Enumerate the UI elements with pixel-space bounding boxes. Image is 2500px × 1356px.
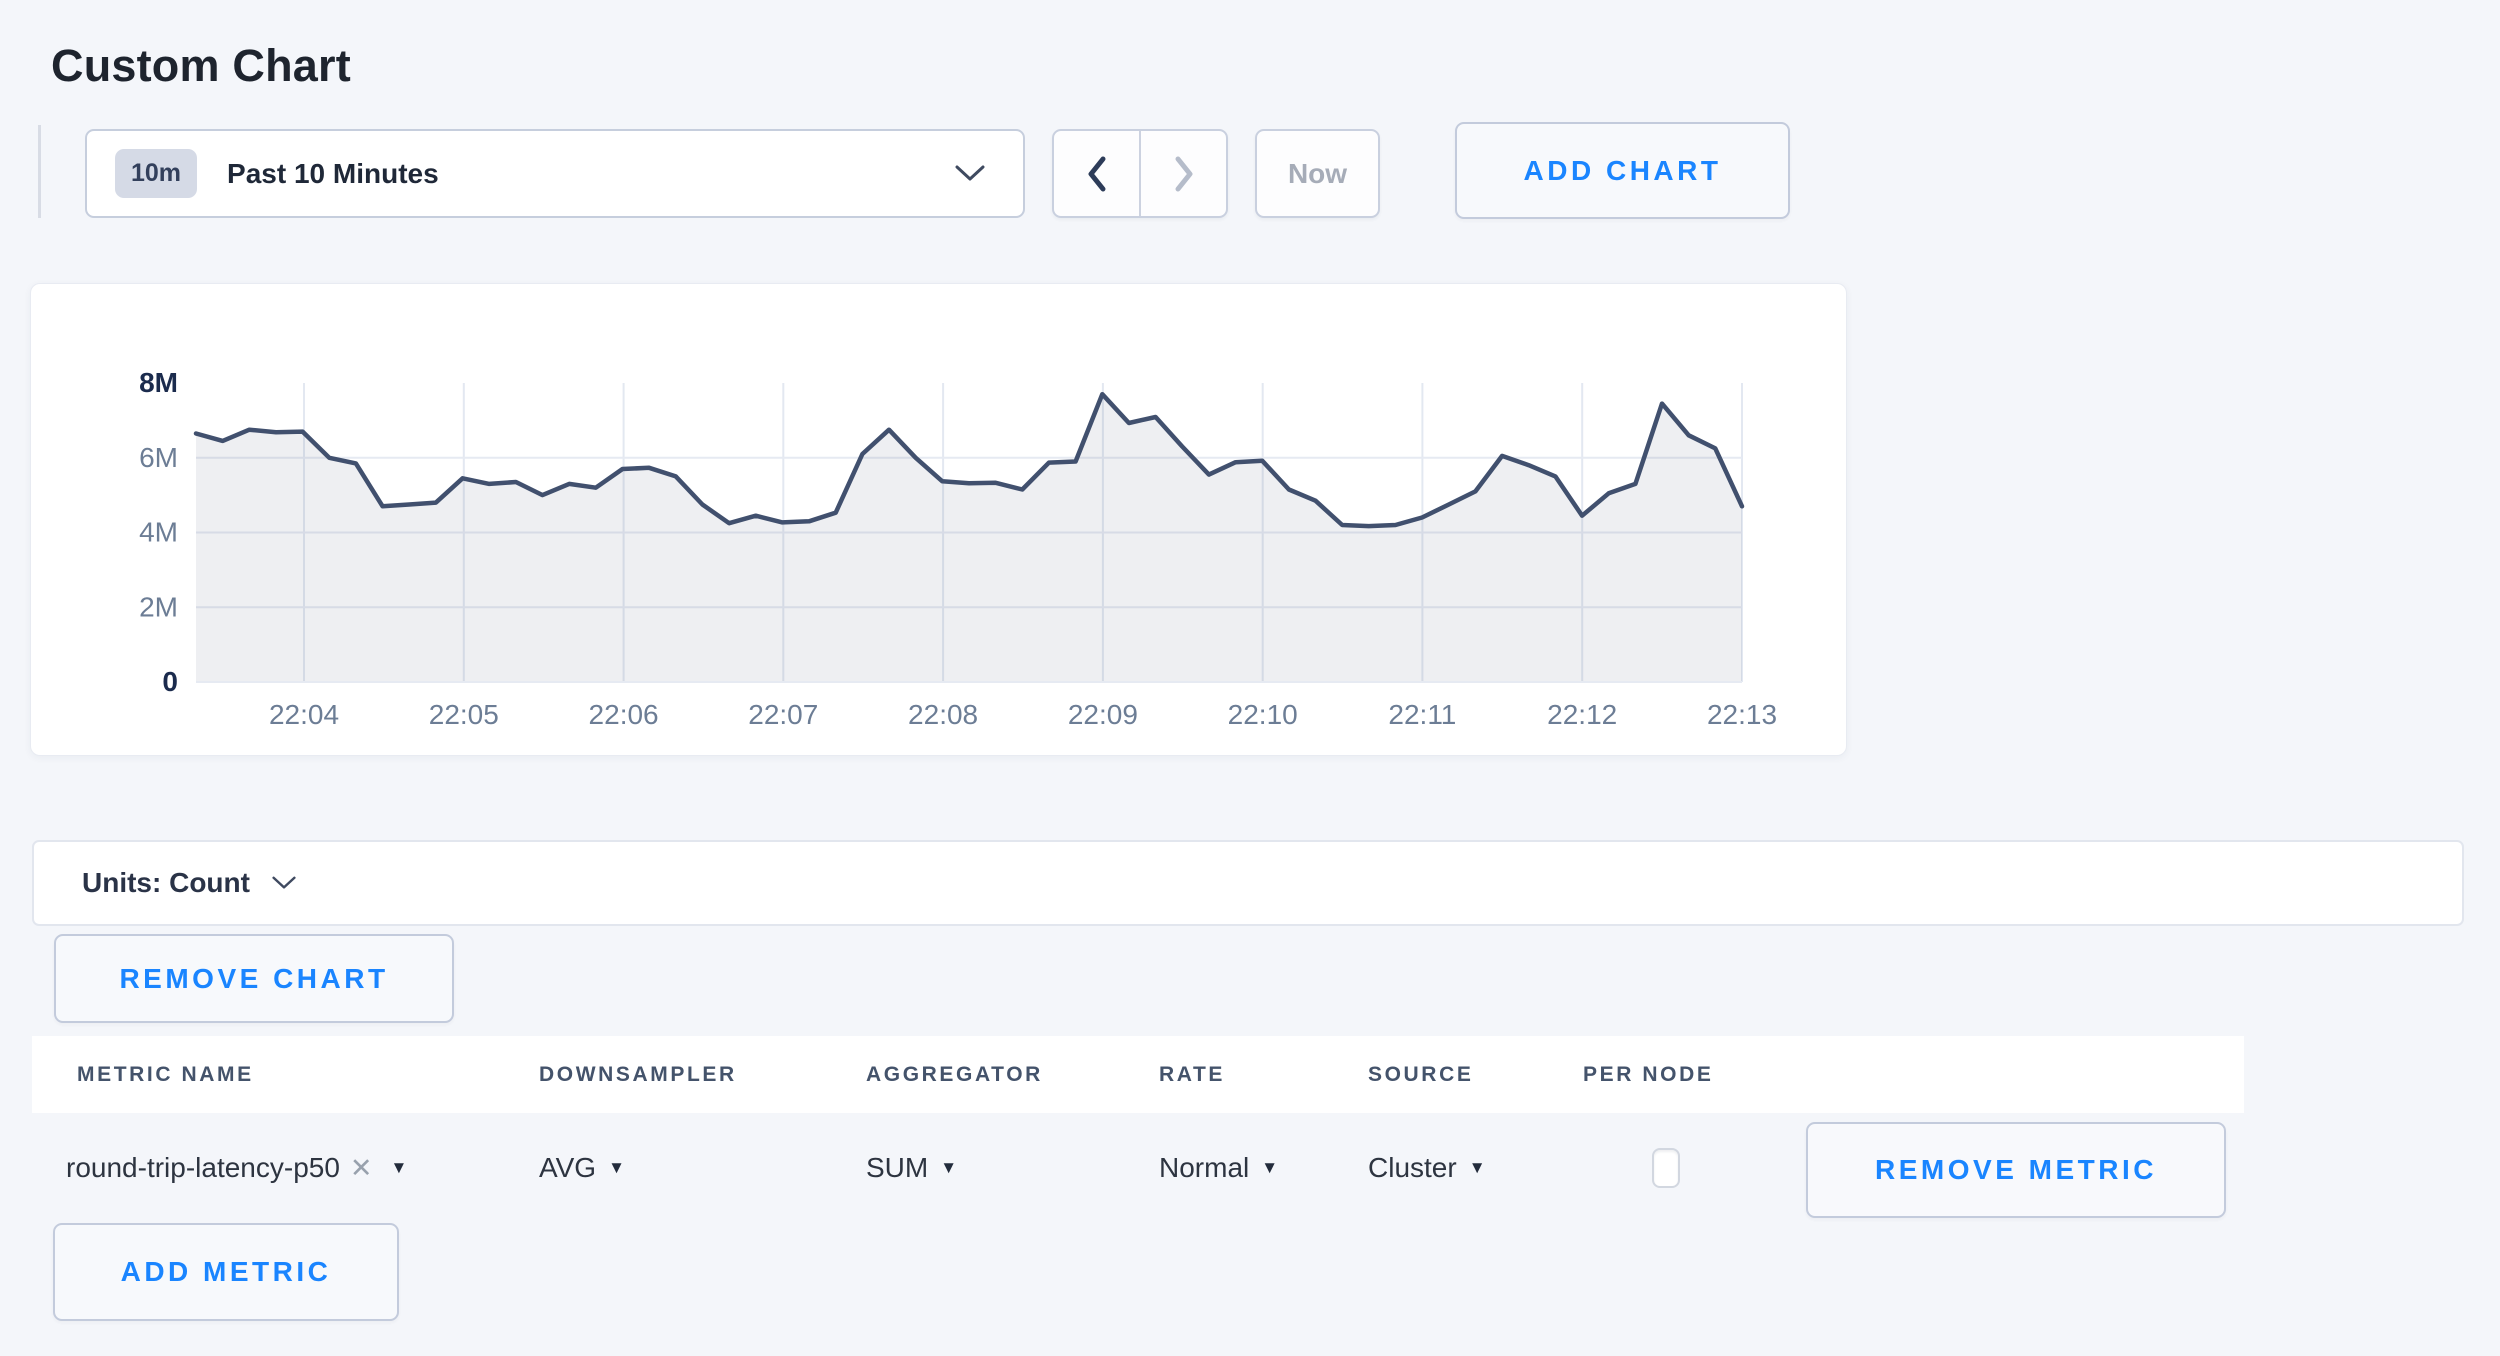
downsampler-value: AVG <box>539 1152 597 1183</box>
col-header-aggregator: AGGREGATOR <box>866 1062 1043 1086</box>
remove-chart-button[interactable]: REMOVE CHART <box>54 934 454 1023</box>
caret-down-icon: ▼ <box>1468 1158 1486 1177</box>
svg-text:22:10: 22:10 <box>1228 699 1298 730</box>
close-icon[interactable]: ✕ <box>349 1152 373 1183</box>
svg-text:0: 0 <box>162 666 178 697</box>
add-metric-button[interactable]: ADD METRIC <box>53 1223 399 1321</box>
time-step-buttons <box>1052 129 1228 218</box>
prev-time-button[interactable] <box>1054 131 1139 216</box>
svg-text:22:08: 22:08 <box>908 699 978 730</box>
col-header-source: SOURCE <box>1368 1062 1474 1086</box>
caret-down-icon: ▼ <box>390 1158 408 1177</box>
metric-name-select[interactable]: round-trip-latency-p50 ✕ ▼ <box>66 1152 407 1184</box>
chevron-down-icon <box>955 165 985 181</box>
svg-text:8M: 8M <box>139 367 178 398</box>
aggregator-select[interactable]: SUM ▼ <box>866 1152 957 1184</box>
source-select[interactable]: Cluster ▼ <box>1368 1152 1486 1184</box>
svg-text:4M: 4M <box>139 517 178 548</box>
units-select[interactable]: Units: Count <box>32 840 2464 926</box>
caret-down-icon: ▼ <box>940 1158 958 1177</box>
units-select-label: Units: Count <box>82 867 250 898</box>
svg-text:22:05: 22:05 <box>429 699 499 730</box>
time-range-badge: 10m <box>115 149 198 198</box>
svg-text:6M: 6M <box>139 442 178 473</box>
toolbar-left-rule <box>38 125 41 218</box>
add-chart-button[interactable]: ADD CHART <box>1455 122 1790 219</box>
col-header-per-node: PER NODE <box>1583 1062 1714 1086</box>
rate-select[interactable]: Normal ▼ <box>1159 1152 1278 1184</box>
next-time-button[interactable] <box>1139 131 1226 216</box>
per-node-checkbox[interactable] <box>1652 1148 1680 1188</box>
now-button[interactable]: Now <box>1255 129 1380 218</box>
svg-text:22:04: 22:04 <box>269 699 339 730</box>
chevron-right-icon <box>1175 156 1192 191</box>
rate-value: Normal <box>1159 1152 1250 1183</box>
col-header-rate: RATE <box>1159 1062 1226 1086</box>
aggregator-value: SUM <box>866 1152 929 1183</box>
svg-text:22:07: 22:07 <box>748 699 818 730</box>
svg-text:22:12: 22:12 <box>1547 699 1617 730</box>
custom-chart-card: 8M 6M 4M 2M 0 22:04 22:05 22:06 22:07 22:08 22:09 2… <box>30 283 1847 756</box>
metric-name-value: round-trip-latency-p50 <box>66 1152 340 1183</box>
caret-down-icon: ▼ <box>608 1158 625 1177</box>
area-chart: 8M 6M 4M 2M 0 22:04 22:05 22:06 22:07 22:08 22:09 2… <box>31 284 1846 753</box>
caret-down-icon: ▼ <box>1261 1158 1279 1177</box>
col-header-downsampler: DOWNSAMPLER <box>539 1062 737 1086</box>
svg-text:2M: 2M <box>139 591 178 622</box>
metrics-table-header: METRIC NAME DOWNSAMPLER AGGREGATOR RATE … <box>32 1036 2244 1113</box>
svg-text:22:06: 22:06 <box>589 699 659 730</box>
downsampler-select[interactable]: AVG ▼ <box>539 1152 625 1184</box>
col-header-metric-name: METRIC NAME <box>77 1062 254 1086</box>
time-range-select[interactable]: 10m Past 10 Minutes <box>85 129 1025 218</box>
time-range-label: Past 10 Minutes <box>227 157 439 189</box>
remove-metric-button[interactable]: REMOVE METRIC <box>1806 1122 2226 1218</box>
svg-text:22:13: 22:13 <box>1707 699 1777 730</box>
source-value: Cluster <box>1368 1152 1457 1183</box>
chevron-left-icon <box>1088 156 1105 191</box>
chevron-down-icon <box>272 876 296 889</box>
page-title: Custom Chart <box>51 40 351 92</box>
svg-text:22:09: 22:09 <box>1068 699 1138 730</box>
metric-row: round-trip-latency-p50 ✕ ▼ AVG ▼ SUM ▼ N… <box>32 1113 2244 1223</box>
svg-text:22:11: 22:11 <box>1388 699 1456 730</box>
